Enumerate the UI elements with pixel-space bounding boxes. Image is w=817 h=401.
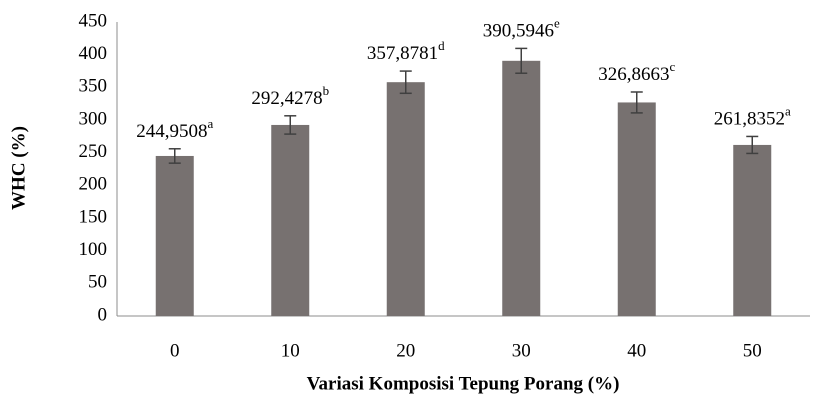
data-label: 390,5946e bbox=[483, 16, 560, 42]
bar bbox=[386, 82, 425, 316]
y-axis-title: WHC (%) bbox=[8, 126, 29, 210]
y-tick-label: 200 bbox=[79, 174, 108, 195]
bar bbox=[502, 60, 541, 317]
data-label-letter: d bbox=[438, 39, 445, 54]
error-bar bbox=[284, 115, 297, 135]
error-bar bbox=[746, 135, 759, 155]
data-label-value: 390,5946 bbox=[483, 21, 554, 42]
bar bbox=[617, 102, 656, 316]
data-label-value: 357,8781 bbox=[367, 43, 438, 64]
data-label-letter: a bbox=[207, 116, 213, 131]
bar bbox=[733, 144, 772, 316]
x-tick-label: 10 bbox=[281, 340, 300, 361]
data-label: 261,8352a bbox=[714, 104, 791, 130]
x-tick-label: 50 bbox=[743, 340, 762, 361]
data-label-letter: b bbox=[323, 83, 330, 98]
data-label-letter: c bbox=[669, 59, 675, 74]
y-tick-label: 400 bbox=[79, 43, 108, 64]
data-label-letter: a bbox=[785, 104, 791, 119]
data-label-value: 261,8352 bbox=[714, 109, 785, 130]
error-bar bbox=[515, 47, 528, 74]
error-bar bbox=[399, 70, 412, 95]
bar bbox=[271, 124, 310, 316]
data-label: 244,9508a bbox=[136, 116, 213, 142]
y-tick-label: 350 bbox=[79, 76, 108, 97]
x-tick-label: 0 bbox=[170, 340, 180, 361]
y-tick-label: 450 bbox=[79, 10, 108, 31]
y-tick-label: 300 bbox=[79, 108, 108, 129]
y-tick-label: 0 bbox=[98, 304, 108, 325]
x-tick-label: 40 bbox=[627, 340, 646, 361]
error-bar bbox=[630, 91, 643, 114]
data-label: 357,8781d bbox=[367, 39, 445, 65]
data-label: 326,8663c bbox=[598, 59, 675, 85]
data-label-letter: e bbox=[554, 16, 560, 31]
y-tick-label: 50 bbox=[88, 272, 107, 293]
y-tick-label: 250 bbox=[79, 141, 108, 162]
bar bbox=[155, 155, 194, 316]
data-label-value: 244,9508 bbox=[136, 121, 207, 142]
x-tick-label: 20 bbox=[396, 340, 415, 361]
data-label-value: 292,4278 bbox=[251, 88, 322, 109]
x-tick-label: 30 bbox=[512, 340, 531, 361]
data-label-value: 326,8663 bbox=[598, 64, 669, 85]
y-tick-label: 150 bbox=[79, 206, 108, 227]
y-tick-label: 100 bbox=[79, 239, 108, 260]
error-bar bbox=[168, 148, 181, 164]
x-axis-title: Variasi Komposisi Tepung Porang (%) bbox=[307, 373, 620, 394]
data-label: 292,4278b bbox=[251, 83, 329, 109]
